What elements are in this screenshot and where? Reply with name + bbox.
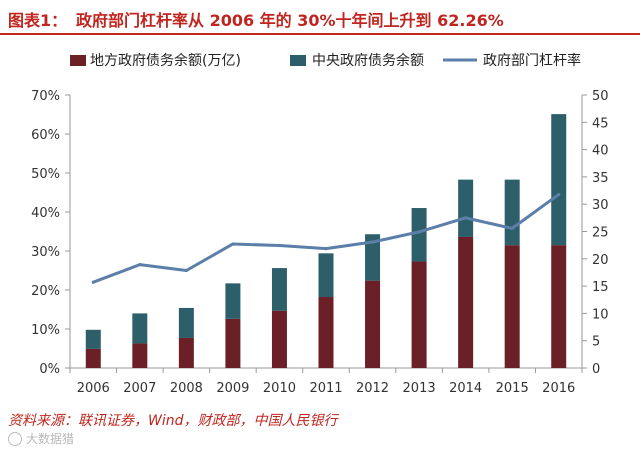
bar-central-2007 [132, 313, 148, 344]
left-tick-label: 50% [31, 167, 60, 182]
x-tick-label: 2006 [77, 381, 110, 396]
bar-central-2015 [504, 179, 520, 246]
right-tick-label: 30 [592, 198, 609, 213]
bar-central-2008 [178, 307, 194, 338]
x-tick-label: 2014 [449, 381, 482, 396]
right-tick-label: 20 [592, 253, 609, 268]
bar-local-2016 [551, 245, 567, 368]
bar-local-2007 [132, 343, 148, 368]
bar-local-2011 [318, 297, 334, 368]
ratio-point-2010 [277, 243, 282, 248]
right-tick-label: 25 [592, 226, 609, 241]
ratio-point-2007 [138, 263, 142, 267]
bar-central-2012 [365, 234, 381, 281]
ratio-point-2011 [324, 247, 328, 251]
source-note: 资料来源：联讯证券，Wind，财政部，中国人民银行 [8, 413, 338, 429]
bar-central-2014 [458, 179, 474, 237]
legend-label-1: 地方政府债务余额(万亿) [90, 52, 241, 69]
x-tick-label: 2013 [403, 381, 436, 396]
bar-local-2010 [271, 310, 287, 368]
ratio-point-2009 [231, 242, 235, 246]
legend-label-3: 政府部门杠杆率 [483, 52, 581, 69]
legend-label-2: 中央政府债务余额 [312, 52, 424, 69]
title-divider [0, 33, 640, 35]
right-tick-label: 45 [592, 116, 609, 131]
watermark: 大数据猎 [8, 430, 74, 447]
x-tick-label: 2010 [263, 381, 296, 396]
x-tick-label: 2011 [309, 381, 342, 396]
ratio-point-2008 [184, 268, 188, 273]
legend-swatch-2 [290, 55, 306, 66]
right-tick-label: 5 [592, 335, 600, 350]
x-tick-label: 2012 [356, 381, 389, 396]
right-tick-label: 50 [592, 89, 609, 104]
right-tick-label: 15 [592, 280, 609, 295]
bar-central-2010 [271, 268, 287, 311]
ratio-point-2015 [510, 226, 514, 230]
bar-local-2015 [504, 245, 520, 368]
left-tick-label: 20% [31, 284, 60, 299]
legend-swatch-1 [70, 55, 86, 66]
right-tick-label: 35 [592, 171, 609, 186]
right-tick-label: 40 [592, 144, 609, 159]
chart-title: 政府部门杠杆率从 2006 年的 30%十年间上升到 62.26% [76, 11, 504, 30]
watermark-logo-icon [8, 431, 22, 446]
x-tick-label: 2016 [542, 381, 575, 396]
figure-label: 图表1： [8, 11, 68, 30]
bar-central-2006 [85, 329, 101, 349]
bar-central-2009 [225, 283, 241, 319]
right-tick-label: 0 [592, 362, 600, 377]
watermark-text: 大数据猎 [26, 432, 75, 446]
left-tick-label: 40% [31, 206, 60, 221]
ratio-point-2006 [91, 280, 95, 284]
ratio-point-2014 [464, 216, 468, 220]
bar-local-2009 [225, 318, 241, 368]
bar-local-2014 [458, 236, 474, 368]
bar-central-2011 [318, 253, 334, 298]
bar-central-2016 [551, 114, 567, 246]
x-tick-label: 2009 [216, 381, 249, 396]
right-tick-label: 10 [592, 307, 609, 322]
x-tick-label: 2007 [123, 381, 156, 396]
x-tick-label: 2008 [170, 381, 203, 396]
bar-local-2012 [365, 280, 381, 368]
left-tick-label: 30% [31, 245, 60, 260]
bar-local-2006 [85, 348, 101, 368]
ratio-point-2016 [557, 192, 561, 197]
bar-local-2013 [411, 261, 427, 368]
left-tick-label: 0% [39, 362, 60, 377]
left-tick-label: 70% [31, 89, 60, 104]
left-tick-label: 10% [31, 323, 60, 338]
left-tick-label: 60% [31, 128, 60, 143]
ratio-point-2012 [370, 240, 375, 244]
bar-local-2008 [178, 337, 194, 368]
chart-title-bar: 图表1： 政府部门杠杆率从 2006 年的 30%十年间上升到 62.26% [0, 6, 640, 32]
ratio-point-2013 [417, 230, 421, 234]
x-tick-label: 2015 [496, 381, 529, 396]
bar-central-2013 [411, 208, 427, 262]
